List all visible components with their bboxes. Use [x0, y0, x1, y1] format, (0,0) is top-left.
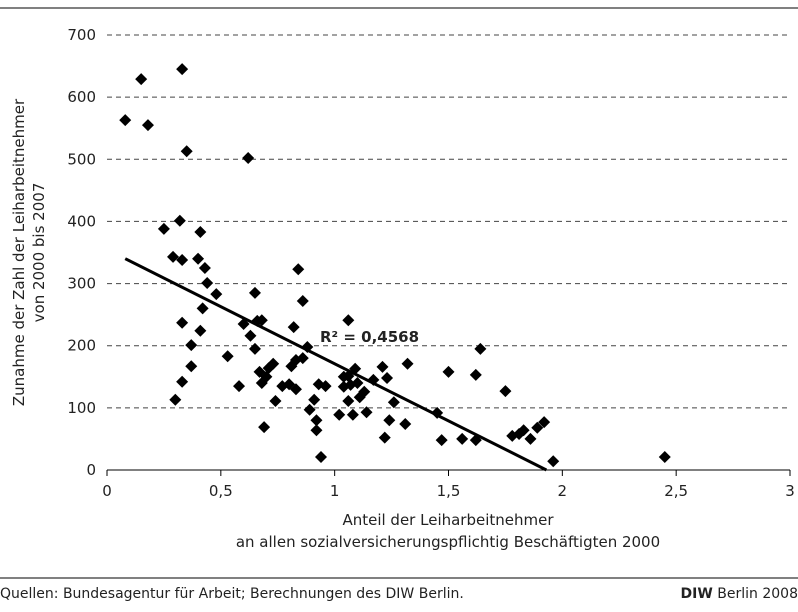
point: [401, 357, 414, 370]
point: [173, 214, 186, 227]
x-axis-label: Anteil der Leiharbeitnehmer: [342, 511, 554, 529]
point: [474, 342, 487, 355]
point: [192, 252, 205, 265]
point: [547, 455, 560, 468]
point: [499, 385, 512, 398]
point: [383, 414, 396, 427]
point: [333, 408, 346, 421]
point: [185, 360, 198, 373]
x-tick-label: 0,5: [209, 482, 233, 500]
point: [346, 408, 359, 421]
point: [308, 393, 321, 406]
point: [267, 357, 280, 370]
credit-text: Berlin 2008: [717, 586, 798, 602]
annotation: R² = 0,4568: [320, 328, 419, 346]
point: [242, 152, 255, 165]
y-axis-label: Zunahme der Zahl der Leiharbeitnehmer: [10, 98, 28, 406]
point: [442, 365, 455, 378]
credit-bold: DIW: [681, 586, 713, 602]
point: [310, 424, 323, 437]
point: [360, 406, 373, 419]
point: [456, 432, 469, 445]
point: [296, 352, 309, 365]
point: [135, 73, 148, 86]
point: [517, 424, 530, 437]
point: [194, 324, 207, 337]
point: [538, 416, 551, 429]
point: [358, 385, 371, 398]
point: [303, 403, 316, 416]
point: [399, 418, 412, 431]
point: [176, 253, 189, 266]
point: [233, 380, 246, 393]
point: [310, 414, 323, 427]
point: [315, 450, 328, 463]
point: [119, 114, 132, 127]
point: [469, 368, 482, 381]
x-tick-label: 0: [102, 482, 112, 500]
y-tick-label: 700: [67, 26, 96, 44]
point: [435, 434, 448, 447]
y-tick-label: 500: [67, 150, 96, 168]
y-tick-label: 100: [67, 399, 96, 417]
point: [248, 342, 261, 355]
point: [185, 339, 198, 352]
point: [176, 375, 189, 388]
x-axis-label: an allen sozialversicherungspflichtig Be…: [236, 533, 660, 551]
point: [387, 396, 400, 409]
y-tick-label: 400: [67, 212, 96, 230]
point: [255, 314, 268, 327]
point: [287, 321, 300, 334]
source: Quellen: Bundesagentur für Arbeit; Berec…: [0, 586, 464, 602]
point: [210, 288, 223, 301]
x-tick-label: 1: [330, 482, 340, 500]
point: [289, 383, 302, 396]
x-tick-label: 2: [558, 482, 568, 500]
point: [292, 263, 305, 276]
point: [376, 360, 389, 373]
point: [221, 350, 234, 363]
point: [201, 276, 214, 289]
point: [198, 262, 211, 275]
y-tick-label: 600: [67, 88, 96, 106]
credit: DIW Berlin 2008: [681, 586, 798, 602]
y-tick-label: 0: [86, 461, 96, 479]
point: [244, 329, 257, 342]
point: [141, 119, 154, 132]
point: [248, 286, 261, 299]
point: [258, 421, 271, 434]
point: [269, 395, 282, 408]
point: [524, 432, 537, 445]
x-tick-label: 2,5: [664, 482, 688, 500]
y-tick-label: 300: [67, 275, 96, 293]
y-tick-label: 200: [67, 337, 96, 355]
point: [296, 294, 309, 307]
point: [176, 316, 189, 329]
point: [351, 377, 364, 389]
point: [531, 421, 544, 434]
point: [378, 431, 391, 444]
point: [319, 380, 332, 393]
point: [167, 250, 180, 263]
point: [260, 370, 273, 383]
point: [176, 63, 189, 76]
x-tick-label: 3: [785, 482, 795, 500]
trendline: [124, 257, 548, 472]
point: [157, 222, 170, 235]
point: [196, 302, 209, 315]
point: [342, 395, 355, 408]
point: [342, 314, 355, 327]
y-axis-label: von 2000 bis 2007: [30, 183, 48, 323]
x-tick-label: 1,5: [437, 482, 461, 500]
point: [169, 393, 182, 406]
point: [381, 372, 394, 385]
point: [658, 450, 671, 463]
point: [180, 145, 193, 158]
point: [194, 225, 207, 238]
